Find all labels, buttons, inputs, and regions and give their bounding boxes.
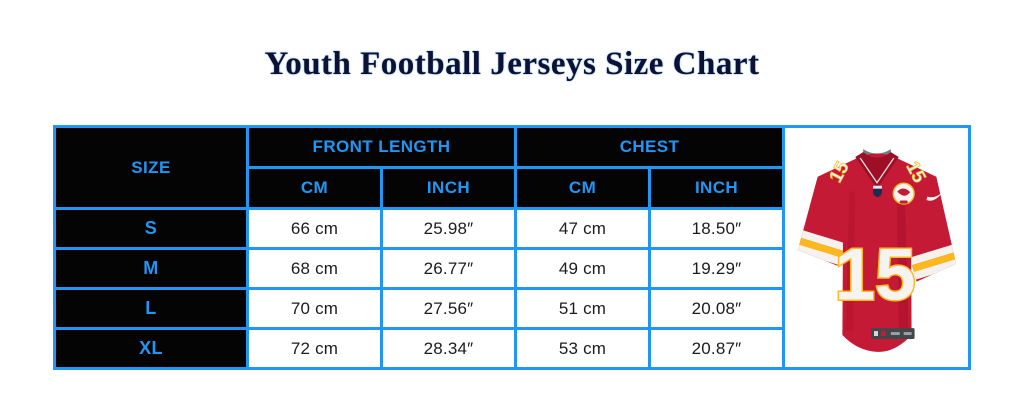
- chest-cm-value: 47 cm: [514, 207, 652, 250]
- jersey-chest-number: 15: [834, 233, 915, 315]
- jersey-collar: [854, 151, 899, 189]
- subheader-chest-cm: CM: [514, 166, 652, 210]
- chest-cm-value: 51 cm: [514, 287, 652, 330]
- table-row-m: M 68 cm 26.77″ 49 cm 19.29″: [53, 247, 970, 290]
- table-row-l: L 70 cm 27.56″ 51 cm 20.08″: [53, 287, 970, 330]
- subheader-chest-inch: INCH: [648, 166, 786, 210]
- chest-inch-value: 20.87″: [648, 327, 786, 370]
- front-length-inch-value: 28.34″: [379, 327, 518, 370]
- size-label: XL: [53, 327, 249, 370]
- jersey-collar-trim: [859, 157, 894, 184]
- table-row-xl: XL 72 cm 28.34″ 53 cm 20.87″: [53, 327, 970, 370]
- size-chart-container: SIZE FRONT LENGTH CHEST: [53, 125, 972, 370]
- chest-inch-value: 19.29″: [648, 247, 786, 290]
- jersey-side-mesh-left: [844, 190, 855, 331]
- jersey-product-image: 15 15: [782, 125, 972, 370]
- front-length-cm-value: 66 cm: [246, 207, 383, 250]
- nfl-shield-logo: [872, 185, 882, 197]
- size-label: L: [53, 287, 249, 330]
- front-length-cm-value: 70 cm: [246, 287, 383, 330]
- column-header-chest: CHEST: [514, 125, 786, 169]
- chiefs-logo-patch: [892, 182, 915, 205]
- size-label: S: [53, 207, 249, 250]
- chest-inch-value: 20.08″: [648, 287, 786, 330]
- front-length-cm-value: 68 cm: [246, 247, 383, 290]
- football-jersey-illustration: 15 15: [797, 148, 956, 352]
- subheader-front-cm: CM: [246, 166, 383, 210]
- jersey-side-mesh: [896, 190, 909, 331]
- chest-cm-value: 53 cm: [514, 327, 652, 370]
- size-chart-table: SIZE FRONT LENGTH CHEST: [53, 125, 972, 370]
- front-length-cm-value: 72 cm: [246, 327, 383, 370]
- front-length-inch-value: 27.56″: [379, 287, 518, 330]
- jersey-torso: [841, 153, 912, 352]
- jersey-jock-tag: [870, 327, 915, 339]
- page-title: Youth Football Jerseys Size Chart: [264, 46, 760, 82]
- subheader-front-inch: INCH: [379, 166, 518, 210]
- column-header-front-length: FRONT LENGTH: [245, 125, 518, 169]
- column-header-size: SIZE: [53, 125, 249, 210]
- front-length-inch-value: 26.77″: [379, 247, 518, 290]
- nike-swoosh-icon: [925, 192, 942, 201]
- table-row-s: S 66 cm 25.98″ 47 cm 18.50″: [53, 207, 970, 250]
- size-label: M: [53, 247, 249, 290]
- chest-inch-value: 18.50″: [648, 207, 786, 250]
- front-length-inch-value: 25.98″: [379, 207, 518, 250]
- chest-cm-value: 49 cm: [514, 247, 652, 290]
